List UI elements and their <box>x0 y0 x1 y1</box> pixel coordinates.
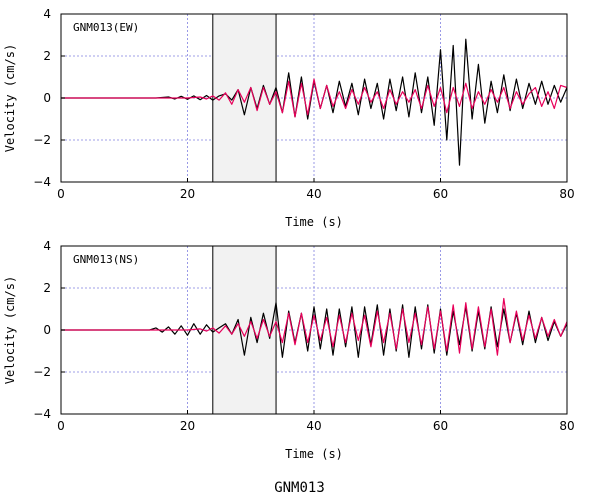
red-trace-line <box>61 297 568 356</box>
panel-label: GNM013(EW) <box>73 21 139 34</box>
y-tick-label: 2 <box>43 281 51 295</box>
y-tick-label: 0 <box>43 323 51 337</box>
y-tick-label: −2 <box>33 365 51 379</box>
panel-2: 0 20 40 60 80 −4 −2 0 2 4 Time (s) Velocity (cm/s) G… <box>3 239 575 461</box>
y-tick-label: −2 <box>33 133 51 147</box>
y-tick-label: 4 <box>43 7 51 21</box>
panel-label: GNM013(NS) <box>73 253 139 266</box>
x-tick-label: 0 <box>57 187 65 201</box>
x-tick-label: 80 <box>559 419 574 433</box>
red-trace-line <box>61 78 568 118</box>
x-axis-label: Time (s) <box>285 215 343 229</box>
x-tick-label: 20 <box>180 419 195 433</box>
y-tick-label: 0 <box>43 91 51 105</box>
x-tick-label: 80 <box>559 187 574 201</box>
x-tick-label: 60 <box>433 187 448 201</box>
x-tick-label: 60 <box>433 419 448 433</box>
black-trace-line <box>61 302 568 358</box>
x-axis-label: Time (s) <box>285 447 343 461</box>
x-tick-label: 40 <box>306 419 321 433</box>
x-tick-label: 40 <box>306 187 321 201</box>
y-axis-label: Velocity (cm/s) <box>3 44 17 152</box>
figure-caption: GNM013 <box>274 480 325 496</box>
x-tick-label: 20 <box>180 187 195 201</box>
y-tick-label: −4 <box>33 175 51 189</box>
x-tick-label: 0 <box>57 419 65 433</box>
y-tick-label: 2 <box>43 49 51 63</box>
analysis-window <box>212 13 277 183</box>
analysis-window <box>212 245 277 415</box>
y-axis-label: Velocity (cm/s) <box>3 276 17 384</box>
panel-1: 0 20 40 60 80 −4 −2 0 2 4 Time (s) Velocity (cm/s) G… <box>3 7 575 229</box>
y-tick-label: −4 <box>33 407 51 421</box>
y-tick-label: 4 <box>43 239 51 253</box>
